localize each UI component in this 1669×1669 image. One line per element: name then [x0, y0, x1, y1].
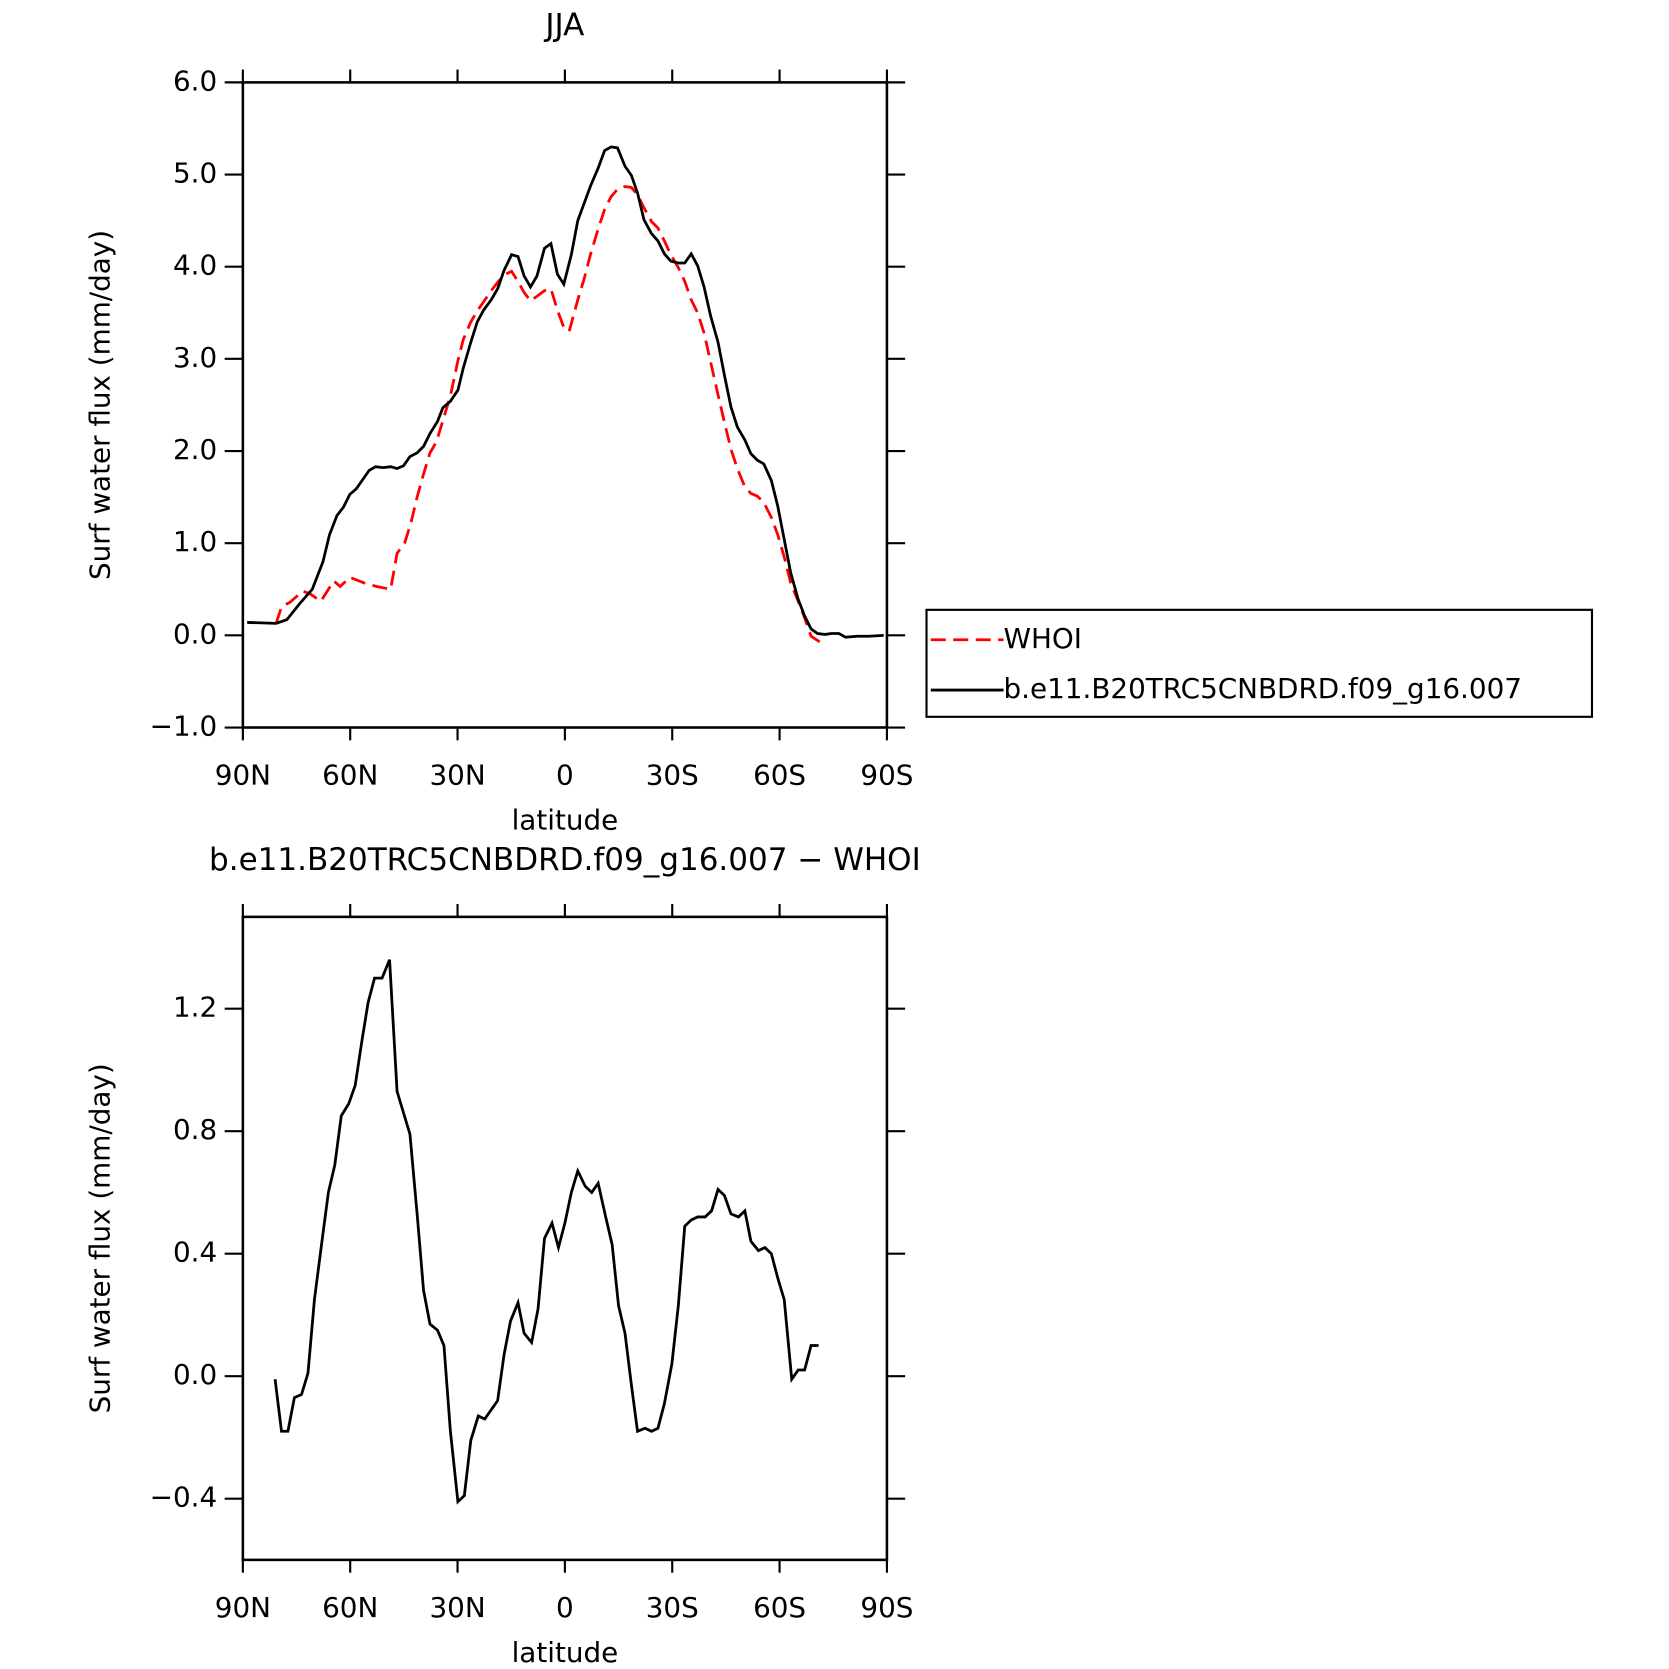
plot-frame: [241, 81, 889, 729]
x-axis-label: latitude: [512, 804, 619, 837]
y-tick-label: 2.0: [173, 433, 217, 466]
y-tick-label: 6.0: [173, 64, 217, 97]
x-tick-label: 60N: [322, 759, 378, 792]
y-tick-label: 3.0: [173, 341, 217, 374]
x-tick-label: 30S: [646, 1591, 699, 1624]
x-tick-label: 0: [556, 759, 574, 792]
x-tick-label: 90N: [215, 1591, 271, 1624]
y-tick-label: 1.2: [173, 991, 217, 1024]
x-tick-label: 90N: [215, 759, 271, 792]
y-tick-label: −0.4: [150, 1481, 218, 1514]
chart-title: JJA: [543, 8, 584, 44]
legend-box: [925, 608, 1594, 718]
x-tick-label: 0: [556, 1591, 574, 1624]
y-axis-label: Surf water flux (mm/day): [84, 1063, 117, 1413]
y-tick-label: 0.0: [173, 617, 217, 650]
x-tick-label: 60S: [753, 759, 806, 792]
y-tick-label: 4.0: [173, 249, 217, 282]
data-line: [247, 145, 884, 639]
y-axis-label: Surf water flux (mm/day): [84, 230, 117, 580]
y-tick-label: 5.0: [173, 157, 217, 190]
plot-frame: [241, 915, 889, 1562]
x-tick-label: 90S: [860, 1591, 913, 1624]
x-tick-label: 90S: [860, 759, 913, 792]
x-tick-label: 30N: [429, 759, 485, 792]
x-tick-label: 30N: [429, 1591, 485, 1624]
y-tick-label: 0.8: [173, 1113, 217, 1146]
y-tick-label: 0.4: [173, 1236, 217, 1269]
legend-label: b.e11.B20TRC5CNBDRD.f09_g16.007: [1004, 672, 1522, 705]
chart-title: b.e11.B20TRC5CNBDRD.f09_g16.007 − WHOI: [209, 842, 921, 878]
x-tick-label: 30S: [646, 759, 699, 792]
data-line: [273, 959, 819, 1505]
y-tick-label: 0.0: [173, 1358, 217, 1391]
y-tick-label: −1.0: [150, 710, 218, 743]
x-tick-label: 60S: [753, 1591, 806, 1624]
data-line: [274, 185, 821, 643]
y-tick-label: 1.0: [173, 525, 217, 558]
x-tick-label: 60N: [322, 1591, 378, 1624]
x-axis-label: latitude: [512, 1636, 619, 1669]
legend-label: WHOI: [1004, 622, 1082, 655]
